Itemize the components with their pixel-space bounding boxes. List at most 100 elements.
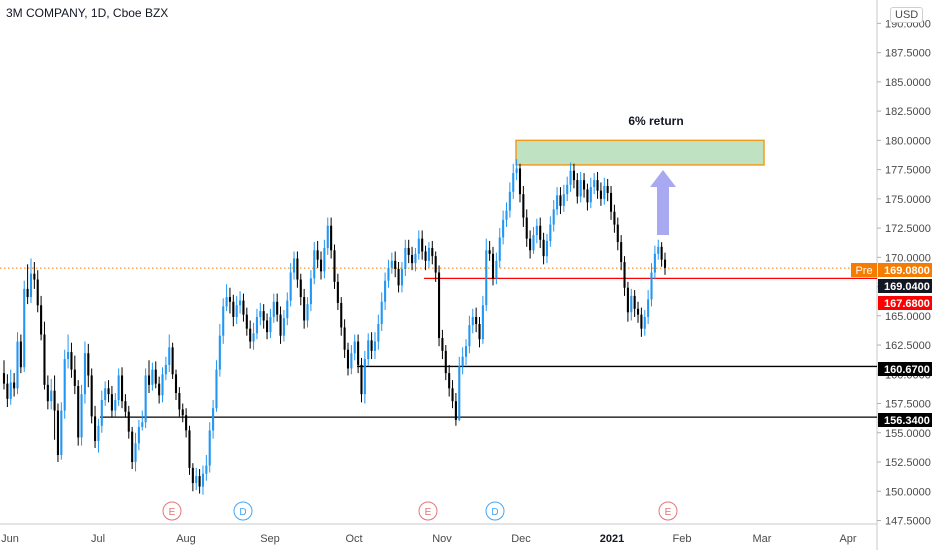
candle-body <box>454 401 457 420</box>
return-annotation[interactable]: 6% return <box>628 114 683 128</box>
x-tick-label: Dec <box>511 533 531 545</box>
candle-body <box>83 353 86 395</box>
x-tick-label: Feb <box>673 533 692 545</box>
candle-body <box>94 416 97 441</box>
candle-body <box>13 382 16 389</box>
candle-body <box>515 168 518 174</box>
candle-body <box>269 316 272 333</box>
candle-body <box>346 349 350 369</box>
y-tick-label: 157.5000 <box>885 399 931 411</box>
candle-body <box>427 247 430 261</box>
candle-body <box>309 278 312 305</box>
x-tick-label: Oct <box>345 533 362 545</box>
candle-body <box>87 353 90 376</box>
earnings-marker[interactable] <box>418 501 438 521</box>
target-zone-rectangle[interactable] <box>515 139 765 166</box>
candle-body <box>593 180 596 188</box>
candle-body <box>225 297 228 307</box>
price-label-box <box>878 362 932 376</box>
candle-body <box>100 400 103 426</box>
candle-body <box>400 269 403 286</box>
price-label-box <box>878 263 932 277</box>
candle-body <box>663 259 667 268</box>
up-arrow-head[interactable] <box>650 170 676 187</box>
pre-market-tag <box>851 263 877 277</box>
candle-body <box>424 251 427 261</box>
dividend-marker[interactable] <box>233 501 253 521</box>
candle-body <box>549 224 552 241</box>
candle-body <box>266 320 269 333</box>
candle-body <box>353 341 356 354</box>
earnings-marker[interactable] <box>658 501 678 521</box>
candle-body <box>195 476 198 484</box>
candle-body <box>343 327 346 350</box>
candle-body <box>77 385 80 438</box>
dividend-marker[interactable] <box>485 501 505 521</box>
candle-body <box>16 341 19 389</box>
x-tick-label: Mar <box>753 533 772 545</box>
x-tick-label: Jul <box>91 533 105 545</box>
candle-body <box>512 173 515 192</box>
candle-body <box>289 272 292 301</box>
candle-body <box>589 187 592 203</box>
candle-body <box>131 431 134 463</box>
candle-body <box>498 237 501 261</box>
candle-body <box>502 219 505 238</box>
candle-body <box>535 225 538 236</box>
candle-body <box>63 359 66 411</box>
candle-body <box>239 300 242 306</box>
candle-body <box>245 314 248 329</box>
candle-body <box>319 259 323 272</box>
candle-body <box>174 374 178 393</box>
candle-body <box>522 194 525 218</box>
candle-body <box>357 341 360 365</box>
candle-body <box>282 318 285 336</box>
candle-body <box>259 311 262 317</box>
x-tick-label: Aug <box>176 533 196 545</box>
candle-body <box>404 247 407 270</box>
candle-body <box>586 189 589 203</box>
candle-body <box>660 246 663 260</box>
candle-body <box>529 238 532 251</box>
candle-body <box>377 323 380 342</box>
y-tick-label: 147.5000 <box>885 515 931 527</box>
candle-body <box>407 247 410 255</box>
y-tick-label: 150.0000 <box>885 486 931 498</box>
candle-body <box>23 288 26 368</box>
candle-body <box>650 272 653 300</box>
candle-body <box>181 409 184 416</box>
y-tick-label: 175.0000 <box>885 194 931 206</box>
candle-body <box>323 247 326 272</box>
candle-body <box>478 323 481 340</box>
candle-body <box>475 316 478 324</box>
candle-body <box>6 383 9 399</box>
dividend-marker-label: D <box>491 507 498 518</box>
candle-body <box>107 388 110 395</box>
candle-body <box>444 350 447 374</box>
candle-body <box>451 388 454 402</box>
candle-body <box>583 180 586 190</box>
candle-body <box>144 375 147 423</box>
y-tick-label: 162.5000 <box>885 340 931 352</box>
candle-body <box>232 301 235 317</box>
y-tick-label: 187.5000 <box>885 48 931 60</box>
candle-body <box>104 388 107 401</box>
candle-body <box>633 295 636 309</box>
candle-body <box>616 224 619 243</box>
earnings-marker-label: E <box>665 507 672 518</box>
candle-body <box>488 250 491 254</box>
candle-body <box>46 384 49 402</box>
candle-body <box>360 364 363 395</box>
candle-body <box>495 260 498 279</box>
up-arrow-shaft[interactable] <box>657 186 669 235</box>
earnings-marker[interactable] <box>162 501 182 521</box>
candle-body <box>508 191 511 211</box>
candle-body <box>438 272 441 339</box>
candle-body <box>539 225 542 240</box>
currency-badge[interactable]: USD <box>890 7 924 23</box>
price-label: 169.0800 <box>884 265 930 277</box>
price-label: 169.0400 <box>884 281 930 293</box>
y-tick-label: 155.0000 <box>885 428 931 440</box>
candle-body <box>242 300 245 315</box>
